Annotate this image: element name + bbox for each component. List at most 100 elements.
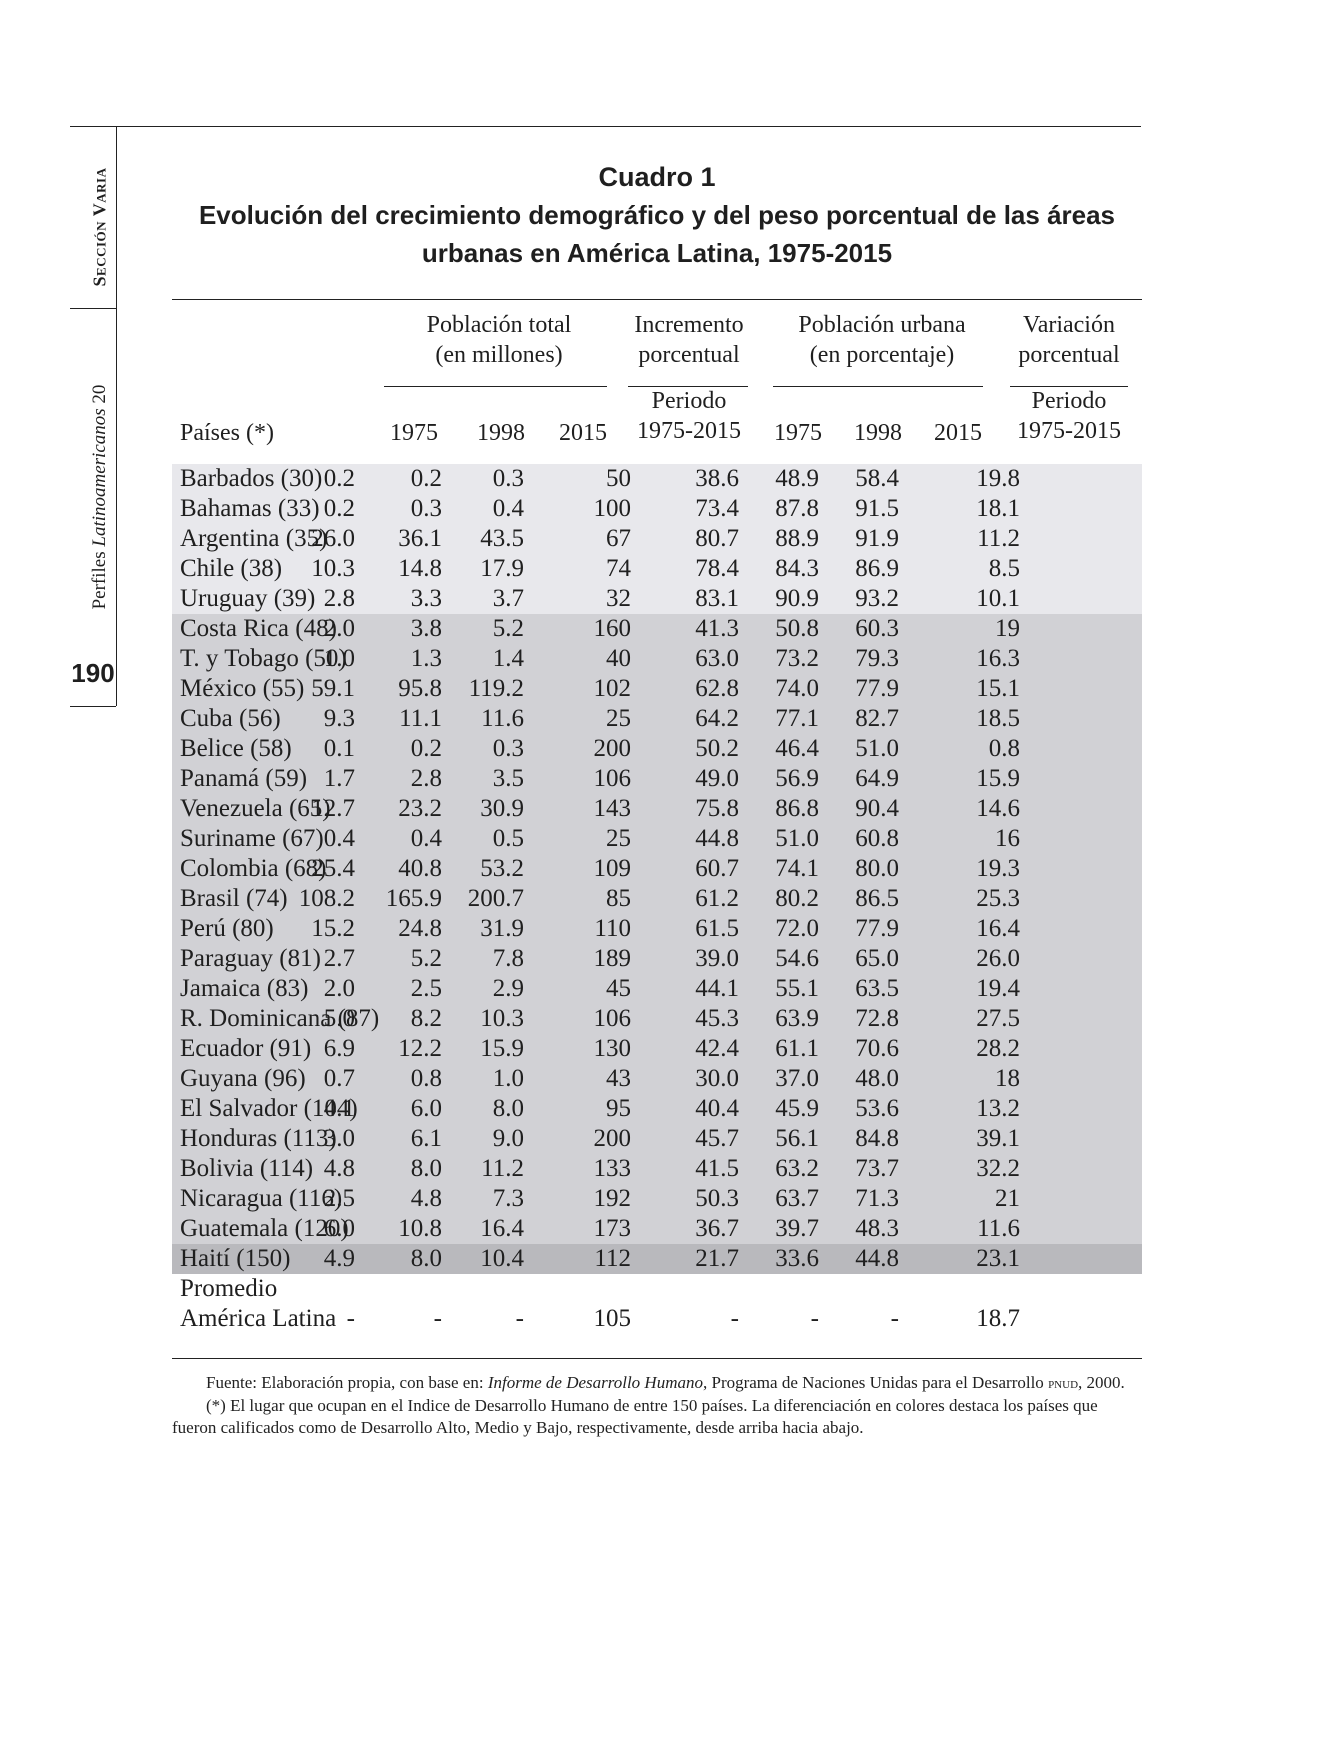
table-cell: 95 — [606, 1095, 631, 1122]
header-year: 1975 — [774, 420, 822, 446]
table-cell: 0.5 — [492, 825, 524, 852]
header-increase: Incremento porcentual — [624, 310, 754, 370]
country-name: Haití (150) — [180, 1245, 291, 1272]
table-cell: 7.8 — [492, 945, 524, 972]
table-row: Perú (80) 15.2 24.8 31.9 110 61.5 72.0 77.9 16.4 — [172, 914, 1142, 944]
table-cell: 13.2 — [976, 1095, 1020, 1122]
country-name: Guatemala (120) — [180, 1215, 349, 1242]
country-name: Belice (58) — [180, 735, 292, 762]
table-row: Ecuador (91) 6.9 12.2 15.9 130 42.4 61.1 70.6 28… — [172, 1034, 1142, 1064]
table-cell: 112 — [594, 1245, 631, 1272]
table-cell: 19.4 — [976, 975, 1020, 1002]
source-prefix: Fuente: Elaboración propia, con base en: — [206, 1373, 484, 1392]
table-cell: 1.0 — [492, 1065, 524, 1092]
table-cell: 25 — [606, 705, 631, 732]
table-cell: 91.5 — [855, 495, 899, 522]
table-cell: - — [346, 1305, 355, 1332]
table-cell: 60.8 — [855, 825, 899, 852]
table-cell: 143 — [593, 795, 632, 822]
table-cell: 72.8 — [855, 1005, 899, 1032]
table-cell: 5.2 — [492, 615, 524, 642]
table-cell: 18.5 — [976, 705, 1020, 732]
table-cell: 173 — [593, 1215, 632, 1242]
table-cell: 19 — [995, 615, 1020, 642]
table-cell: 26.0 — [976, 945, 1020, 972]
table-cell: 0.8 — [410, 1065, 442, 1092]
table-cell: 60.7 — [695, 855, 739, 882]
table-cell: 3.5 — [492, 765, 524, 792]
table-cell: 14.8 — [398, 555, 442, 582]
table-cell: 48.9 — [775, 465, 819, 492]
table-cell: 90.4 — [855, 795, 899, 822]
table-cell: 62.8 — [695, 675, 739, 702]
table-row-average: América Latina - - -105- - -18.7 — [172, 1304, 1142, 1334]
table-caption: Cuadro 1 Evolución del crecimiento demog… — [172, 158, 1142, 272]
table-cell: 15.1 — [976, 675, 1020, 702]
table-cell: 63.2 — [775, 1155, 819, 1182]
table-cell: 64.2 — [695, 705, 739, 732]
table-cell: 39.1 — [976, 1125, 1020, 1152]
table-body: Barbados (30) 0.2 0.2 0.3 50 38.6 48.9 58.4 19.8… — [172, 464, 1142, 1334]
table-cell: 3.7 — [492, 585, 524, 612]
table-cell: 0.4 — [323, 825, 355, 852]
table-cell: 10.3 — [480, 1005, 524, 1032]
header-text: Incremento — [634, 312, 744, 338]
table-cell: 49.0 — [695, 765, 739, 792]
table-cell: 90.9 — [775, 585, 819, 612]
table-cell: 3.8 — [410, 615, 442, 642]
table-row: Barbados (30) 0.2 0.2 0.3 50 38.6 48.9 58.4 19.8 — [172, 464, 1142, 494]
table-cell: 63.5 — [855, 975, 899, 1002]
table-cell: 8.2 — [410, 1005, 442, 1032]
header-text: porcentual — [638, 342, 740, 368]
table-cell: 44.1 — [695, 975, 739, 1002]
header-urban-population: Población urbana (en porcentaje) — [771, 310, 993, 370]
header-population-total: Población total (en millones) — [384, 310, 614, 370]
table-cell: 0.3 — [492, 735, 524, 762]
table-cell: 14.6 — [976, 795, 1020, 822]
table-cell: 110 — [594, 915, 631, 942]
table-cell: 105 — [593, 1305, 632, 1332]
table-cell: 45.7 — [695, 1125, 739, 1152]
table-cell: 8.0 — [492, 1095, 524, 1122]
table-cell: 61.5 — [695, 915, 739, 942]
table-cell: 37.0 — [775, 1065, 819, 1092]
header-countries: Países (*) — [180, 420, 274, 446]
country-name: Cuba (56) — [180, 705, 281, 732]
table-cell: 200 — [593, 735, 632, 762]
table-cell: 106 — [593, 1005, 632, 1032]
table-cell: 56.1 — [775, 1125, 819, 1152]
table-notes: Fuente: Elaboración propia, con base en:… — [172, 1372, 1142, 1439]
table-cell: 42.4 — [695, 1035, 739, 1062]
table-cell: 2.5 — [410, 975, 442, 1002]
table-cell: 6.9 — [323, 1035, 355, 1062]
table-cell: 45 — [606, 975, 631, 1002]
header-text: porcentual — [1018, 342, 1120, 368]
table-cell: 88.9 — [775, 525, 819, 552]
table-cell: 41.3 — [695, 615, 739, 642]
source-title: Informe de Desarrollo Humano — [487, 1373, 703, 1392]
table-cell: 40 — [606, 645, 631, 672]
table-cell: 1.7 — [323, 765, 355, 792]
table-cell: 67 — [606, 525, 631, 552]
table-row: Jamaica (83) 2.0 2.5 2.9 45 44.1 55.1 63.5 19.4 — [172, 974, 1142, 1004]
table-cell: 61.2 — [695, 885, 739, 912]
table-cell: 9.3 — [323, 705, 355, 732]
table-cell: 30.9 — [480, 795, 524, 822]
journal-name: Perfiles — [89, 551, 110, 610]
table-cell: 4.9 — [323, 1245, 355, 1272]
table-cell: 63.7 — [775, 1185, 819, 1212]
table-cell: 51.0 — [855, 735, 899, 762]
table-row: Guyana (96) 0.7 0.8 1.0 43 30.0 37.0 48.0 18 — [172, 1064, 1142, 1094]
table-cell: 15.9 — [480, 1035, 524, 1062]
table-cell: 16.4 — [976, 915, 1020, 942]
table-cell: 11.2 — [481, 1155, 524, 1182]
table-cell: 2.5 — [323, 1185, 355, 1212]
table-cell: 10.3 — [311, 555, 355, 582]
table-cell: 78.4 — [695, 555, 739, 582]
table-cell: 0.8 — [988, 735, 1020, 762]
table-cell: 130 — [593, 1035, 632, 1062]
table-cell: 192 — [593, 1185, 632, 1212]
country-name: Chile (38) — [180, 555, 283, 582]
source-abbreviation: pnud — [1048, 1376, 1079, 1392]
table-cell: 0.7 — [323, 1065, 355, 1092]
